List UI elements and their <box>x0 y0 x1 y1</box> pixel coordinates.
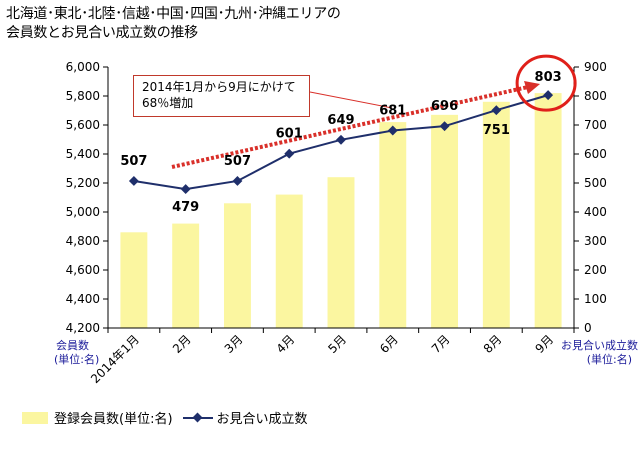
y-right-tick-label: 200 <box>584 263 607 277</box>
data-label-7: 696 <box>431 99 458 114</box>
y-left-label-line2: (単位:名) <box>54 352 99 366</box>
annotation-line2: 68％増加 <box>142 96 194 110</box>
data-label-3: 507 <box>224 154 251 169</box>
x-tick-label: 7月 <box>429 332 453 356</box>
bar-9 <box>534 93 562 328</box>
bar-6 <box>379 122 407 328</box>
legend-line-label: お見合い成立数 <box>216 412 308 427</box>
y-right-tick-label: 800 <box>584 89 607 103</box>
x-tick-label: 5月 <box>325 332 349 356</box>
bar-8 <box>482 101 510 328</box>
line-point-4 <box>284 148 295 159</box>
x-tick-label: 6月 <box>377 332 401 356</box>
y-right-tick-label: 700 <box>584 118 607 132</box>
line-point-2 <box>180 184 191 195</box>
legend: 登録会員数(単位:名) お見合い成立数 <box>22 408 308 427</box>
y-left-tick-label: 4,200 <box>66 321 100 335</box>
legend-bar-label: 登録会員数(単位:名) <box>54 412 173 427</box>
bar-1 <box>120 232 148 328</box>
y-right-label-line1: お見合い成立数 <box>561 338 638 352</box>
annotation-line1: 2014年1月から9月にかけて <box>142 80 296 94</box>
y-left-tick-label: 5,200 <box>66 176 100 190</box>
y-right-tick-label: 900 <box>584 60 607 74</box>
x-tick-label: 3月 <box>222 332 246 356</box>
bar-3 <box>223 203 251 328</box>
data-label-9: 803 <box>535 70 562 85</box>
y-left-tick-label: 5,800 <box>66 89 100 103</box>
line-point-9 <box>543 90 554 101</box>
y-left-tick-label: 4,800 <box>66 234 100 248</box>
data-label-6: 681 <box>379 104 406 119</box>
bar-7 <box>431 114 459 328</box>
y-right-tick-label: 600 <box>584 147 607 161</box>
data-label-5: 649 <box>327 113 354 128</box>
y-left-tick-label: 5,600 <box>66 118 100 132</box>
y-right-tick-label: 400 <box>584 205 607 219</box>
line-point-1 <box>128 176 139 186</box>
y-right-tick-label: 500 <box>584 176 607 190</box>
x-tick-label: 2月 <box>170 332 194 356</box>
x-tick-label: 4月 <box>274 332 298 356</box>
bar-4 <box>275 194 303 328</box>
y-left-tick-label: 5,400 <box>66 147 100 161</box>
y-right-tick-label: 300 <box>584 234 607 248</box>
y-right-tick-label: 0 <box>584 321 592 335</box>
data-label-4: 601 <box>276 127 303 142</box>
annotation-connector <box>309 91 393 109</box>
chart-title-line2: 会員数とお見合い成立数の推移 <box>6 25 198 41</box>
bar-5 <box>327 177 355 328</box>
legend-bar-swatch <box>22 411 48 424</box>
data-label-8: 751 <box>483 123 510 138</box>
bar-2 <box>172 223 200 328</box>
y-left-label-line1: 会員数 <box>56 339 89 352</box>
trend-arrow-head <box>524 81 540 94</box>
y-left-tick-label: 5,000 <box>66 205 100 219</box>
annotation-box: 2014年1月から9月にかけて 68％増加 <box>133 75 310 117</box>
x-tick-label: 8月 <box>481 332 505 356</box>
y-left-tick-label: 4,400 <box>66 292 100 306</box>
line-point-5 <box>336 134 346 145</box>
trend-arrow-line <box>171 85 529 169</box>
y-right-tick-label: 100 <box>584 292 607 306</box>
y-right-label-line2: (単位:名) <box>587 352 632 366</box>
data-label-2: 479 <box>172 200 199 215</box>
chart-title-line1: 北海道･東北･北陸･信越･中国･四国･九州･沖縄エリアの <box>6 6 341 22</box>
y-left-tick-label: 6,000 <box>66 60 100 74</box>
y-left-tick-label: 4,600 <box>66 263 100 277</box>
data-label-1: 507 <box>120 154 147 169</box>
line-point-6 <box>387 125 398 136</box>
line-point-3 <box>232 176 243 186</box>
highlight-circle <box>515 54 577 112</box>
x-tick-label: 9月 <box>532 332 556 356</box>
legend-line-marker <box>182 412 213 424</box>
